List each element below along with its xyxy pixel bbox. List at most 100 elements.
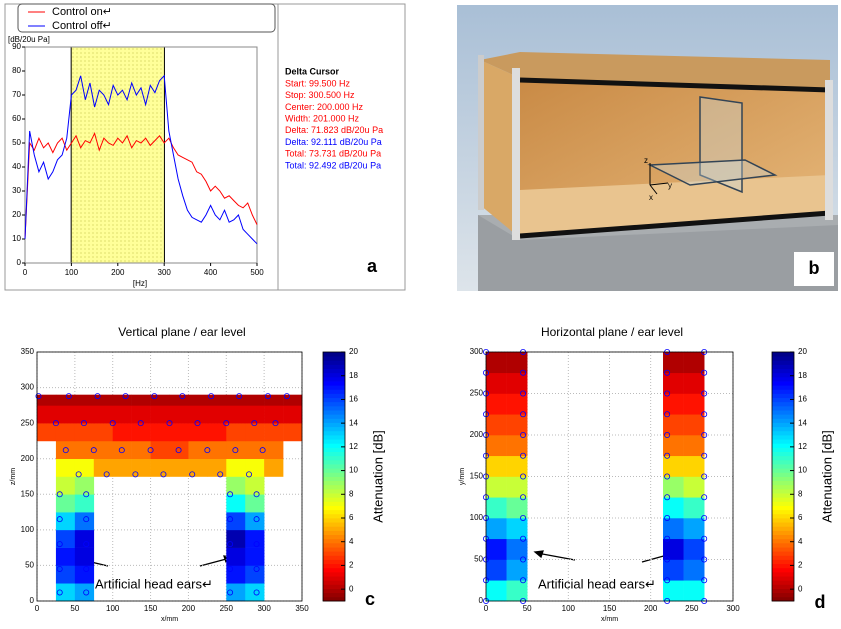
x-tick-label: 0 [484, 604, 489, 613]
colorbar-step [772, 539, 794, 544]
chart-title: Horizontal plane / ear level [541, 325, 683, 339]
colorbar-step [772, 493, 794, 498]
colorbar-step [323, 373, 345, 378]
heat-cell [56, 441, 75, 459]
heat-cell [507, 373, 528, 394]
y-axis-label: z/mm [10, 468, 17, 485]
heat-cell [264, 423, 283, 441]
heat-cell [37, 423, 56, 441]
heat-cell [75, 494, 94, 512]
heat-cell [245, 459, 264, 477]
heat-cell [113, 441, 132, 459]
x-tick-label: 200 [111, 268, 125, 277]
annotation: Artificial head ears↵ [95, 576, 213, 591]
colorbar-step [772, 485, 794, 490]
heat-cell [207, 405, 226, 423]
colorbar-step [323, 485, 345, 490]
heat-cell [684, 456, 705, 477]
heat-cell [507, 394, 528, 415]
heat-cell [94, 459, 113, 477]
colorbar-tick-label: 10 [798, 466, 807, 475]
colorbar-step [772, 518, 794, 523]
colorbar-step [323, 418, 345, 423]
colorbar-step [772, 543, 794, 548]
colorbar-step [772, 477, 794, 482]
y-tick-label: 60 [12, 114, 21, 123]
arrow [537, 553, 575, 560]
y-tick-label: 300 [21, 383, 35, 392]
colorbar-tick-label: 14 [798, 418, 807, 427]
heat-cell [486, 394, 507, 415]
colorbar-step [772, 460, 794, 465]
y-tick-label: 250 [470, 389, 484, 398]
heat-cell [245, 395, 264, 406]
colorbar-step [323, 535, 345, 540]
colorbar-step [323, 481, 345, 486]
heat-cell [245, 583, 264, 601]
y-tick-label: 70 [12, 90, 21, 99]
cursor-line-text: Start: 99.500 Hz [285, 78, 351, 88]
colorbar-step [323, 394, 345, 399]
colorbar-label: Attenuation [dB] [819, 430, 834, 523]
colorbar-step [772, 576, 794, 581]
heat-cell [94, 423, 113, 441]
colorbar-step [323, 593, 345, 598]
colorbar-step [772, 439, 794, 444]
colorbar-step [772, 555, 794, 560]
heat-cell [151, 395, 170, 406]
colorbar-step [323, 464, 345, 469]
colorbar-step [323, 435, 345, 440]
heat-cell [207, 423, 226, 441]
heat-cell [684, 477, 705, 498]
heat-cell [486, 414, 507, 435]
colorbar-tick-label: 8 [798, 489, 803, 498]
heat-cell [684, 435, 705, 456]
colorbar-tick-label: 20 [798, 347, 807, 356]
heat-cell [75, 548, 94, 566]
post [478, 55, 484, 210]
y-tick-label: 150 [21, 489, 35, 498]
heat-cell [170, 441, 189, 459]
colorbar-step [772, 447, 794, 452]
colorbar-step [772, 497, 794, 502]
axis-label: x [649, 193, 653, 202]
colorbar-step [772, 435, 794, 440]
colorbar-step [323, 439, 345, 444]
x-tick-label: 300 [257, 604, 271, 613]
heat-cell [188, 459, 207, 477]
x-tick-label: 300 [726, 604, 740, 613]
heat-cell [245, 494, 264, 512]
colorbar-tick-label: 2 [349, 561, 354, 570]
y-tick-label: 50 [25, 561, 34, 570]
colorbar-step [772, 402, 794, 407]
y-tick-label: 20 [12, 210, 21, 219]
colorbar-step [323, 530, 345, 535]
panel-label: b [809, 258, 820, 278]
colorbar-step [772, 481, 794, 486]
cursor-line-text: Total: 92.492 dB/20u Pa [285, 160, 381, 170]
post [825, 80, 833, 220]
heat-cell [170, 423, 189, 441]
colorbar-step [772, 414, 794, 419]
y-tick-label: 350 [21, 347, 35, 356]
heat-cell [663, 580, 684, 601]
heat-cell [684, 580, 705, 601]
colorbar-step [772, 418, 794, 423]
heat-cell [75, 583, 94, 601]
colorbar-step [323, 381, 345, 386]
colorbar-step [772, 452, 794, 457]
colorbar-step [772, 406, 794, 411]
colorbar-step [772, 489, 794, 494]
heat-cell [486, 560, 507, 581]
colorbar-step [772, 364, 794, 369]
cursor-title: Delta Cursor [285, 66, 340, 76]
heat-cell [684, 394, 705, 415]
y-axis-label: [dB/20u Pa] [8, 35, 50, 44]
colorbar-step [323, 501, 345, 506]
colorbar-step [323, 402, 345, 407]
heat-cell [226, 441, 245, 459]
heat-cell [663, 497, 684, 518]
cursor-line-text: Stop: 300.500 Hz [285, 90, 355, 100]
colorbar-step [772, 431, 794, 436]
x-tick-label: 300 [158, 268, 172, 277]
